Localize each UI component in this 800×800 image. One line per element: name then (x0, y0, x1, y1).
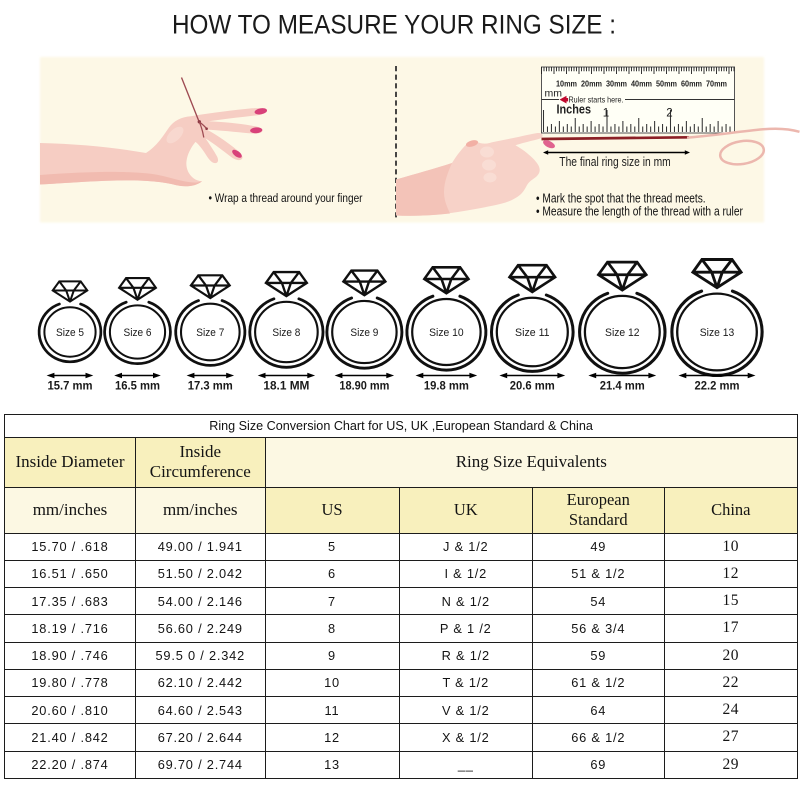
svg-text:• Measure the length of the th: • Measure the length of the thread with … (536, 204, 743, 218)
svg-text:2: 2 (666, 107, 672, 120)
svg-text:Size 8: Size 8 (272, 327, 300, 339)
svg-text:Size 7: Size 7 (196, 327, 224, 339)
svg-text:Size 12: Size 12 (605, 327, 640, 339)
svg-text:10mm: 10mm (556, 80, 577, 89)
svg-text:mm: mm (545, 88, 563, 100)
svg-text:• Mark the spot that the threa: • Mark the spot that the thread meets. (536, 191, 706, 205)
svg-text:• Wrap a thread around your fi: • Wrap a thread around your finger (209, 191, 363, 205)
svg-text:Ruler starts here.: Ruler starts here. (569, 94, 624, 104)
svg-text:17.3 mm: 17.3 mm (188, 379, 233, 393)
svg-text:70mm: 70mm (706, 80, 727, 89)
svg-text:Size 5: Size 5 (56, 327, 84, 339)
svg-text:HOW TO MEASURE YOUR RING SIZE: HOW TO MEASURE YOUR RING SIZE : (172, 9, 616, 39)
svg-text:40mm: 40mm (631, 80, 652, 89)
svg-text:19.8 mm: 19.8 mm (424, 379, 469, 393)
svg-text:Size 9: Size 9 (350, 327, 378, 339)
svg-text:50mm: 50mm (656, 80, 677, 89)
svg-text:16.5 mm: 16.5 mm (115, 379, 160, 393)
svg-text:15.7 mm: 15.7 mm (48, 379, 93, 393)
svg-text:Size 6: Size 6 (124, 327, 152, 339)
svg-text:The final ring size in mm: The final ring size in mm (559, 154, 670, 169)
svg-text:Inches: Inches (557, 102, 592, 117)
svg-text:60mm: 60mm (681, 80, 702, 89)
svg-text:1: 1 (603, 107, 609, 120)
svg-text:18.90 mm: 18.90 mm (339, 379, 389, 393)
svg-text:22.2 mm: 22.2 mm (695, 379, 740, 393)
svg-text:30mm: 30mm (606, 80, 627, 89)
svg-text:Size 10: Size 10 (429, 327, 464, 339)
svg-text:20mm: 20mm (581, 80, 602, 89)
svg-text:18.1 MM: 18.1 MM (263, 379, 309, 393)
svg-text:21.4 mm: 21.4 mm (600, 379, 645, 393)
svg-text:Size 13: Size 13 (700, 327, 735, 339)
svg-text:Size 11: Size 11 (515, 327, 550, 339)
svg-text:20.6 mm: 20.6 mm (510, 379, 555, 393)
